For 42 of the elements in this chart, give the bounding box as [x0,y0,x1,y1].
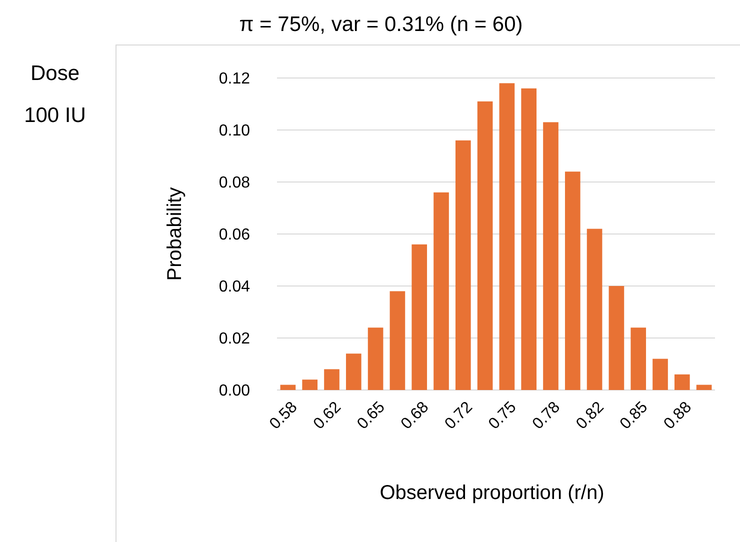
x-tick-label: 0.72 [442,398,476,433]
bar [674,374,690,390]
bar [302,380,318,390]
bar [477,101,493,390]
text: 100 IU [24,104,86,127]
x-tick-label: 0.78 [530,398,564,433]
bar [280,384,296,390]
bar [368,328,384,390]
bar [324,369,340,390]
y-tick-label: 0.12 [218,70,250,88]
bar [390,291,406,390]
bar [586,228,602,390]
text: Dose [30,62,80,85]
bar [652,358,668,390]
x-tick-label: 0.88 [660,398,696,433]
bar [412,244,428,390]
x-tick-label: 0.65 [354,398,388,433]
y-tick-label: 0.00 [218,382,250,400]
x-tick-label: 0.62 [310,398,345,433]
x-tick-label: 0.58 [266,398,301,433]
bar [543,122,558,390]
bar [346,354,362,390]
bar [499,83,515,390]
y-tick-label: 0.10 [218,122,250,140]
chart-title: π = 75%, var = 0.31% (n = 60) [239,13,523,36]
x-tick-label: 0.75 [486,398,520,433]
bar [455,140,471,390]
x-axis-title: Observed proportion (r/n) [380,482,604,504]
y-tick-label: 0.06 [218,226,250,244]
bar [434,192,449,390]
y-tick-label: 0.02 [218,330,250,348]
y-axis-title: Probability [164,187,186,281]
x-tick-label: 0.82 [573,398,608,433]
x-tick-label: 0.85 [617,398,652,433]
bar [696,384,712,390]
bar [608,286,624,390]
y-tick-label: 0.04 [218,278,250,296]
x-tick-label: 0.68 [398,398,432,433]
bar [630,328,646,390]
bar [521,88,537,390]
bar [564,172,580,390]
y-tick-label: 0.08 [218,174,250,192]
